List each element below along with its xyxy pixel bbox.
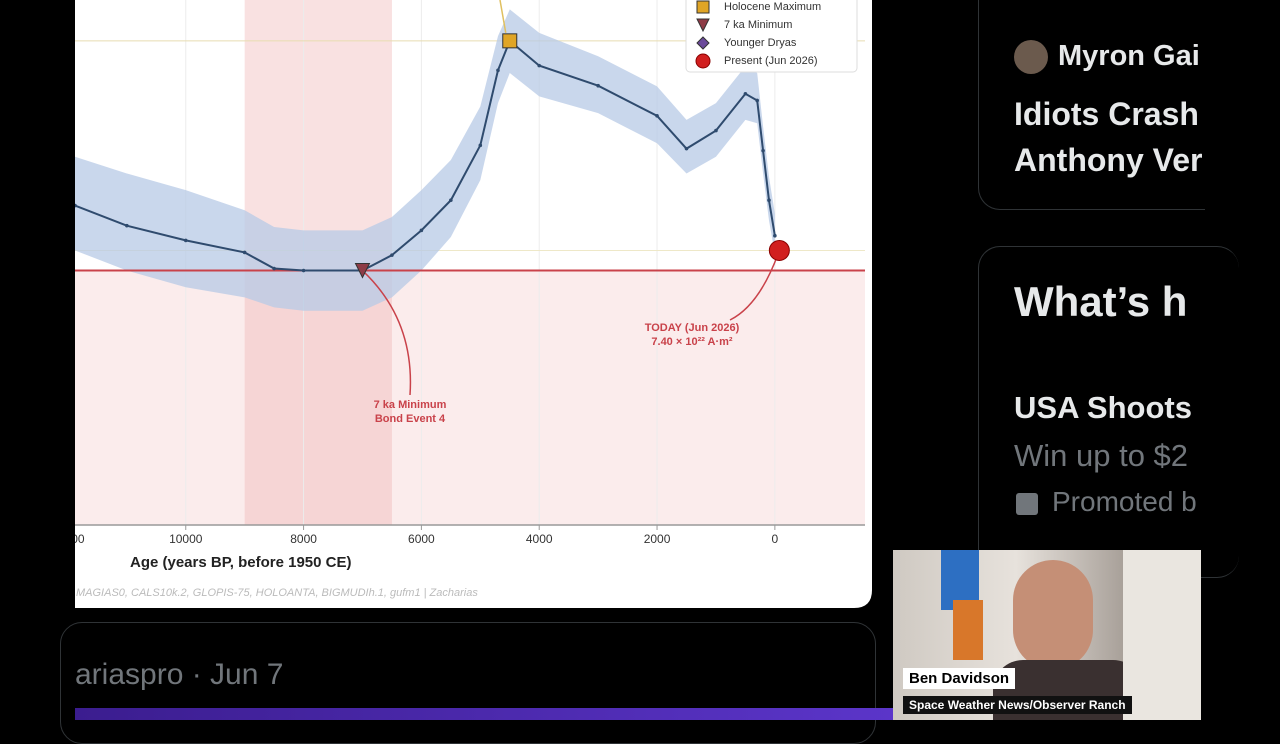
uncertainty-band [75,9,775,311]
x-tick-label: 8000 [290,532,317,546]
annotation: TODAY (Jun 2026) [645,322,740,334]
data-point [449,198,453,203]
x-tick-label: 4000 [526,532,553,546]
x-tick-label: 10000 [169,532,203,546]
name-tag: Ben Davidson [903,668,1016,689]
legend-marker [696,18,710,33]
promo: Promoted b [1052,486,1197,517]
data-point [761,148,765,153]
legend-box [685,0,858,73]
channel-tag: Space Weather News/Observer Ranch [903,696,1132,714]
legend-marker [696,0,710,14]
legend-marker [696,36,710,50]
poster [953,600,983,660]
trend-sub: Win up to $2 [1014,438,1189,473]
data-point [773,233,777,238]
source: MAGIAS0, CALS10k.2, GLOPIS-75, HOLOANTA,… [76,587,478,599]
progress-strip [75,708,893,720]
headline: Idiots Crash [1014,96,1199,132]
data-point [478,143,483,148]
section-title: What’s h [1014,278,1188,325]
data-point [537,63,542,68]
legend-label: Present (Jun 2026) [724,55,818,67]
avatar [1014,40,1048,74]
annotation: 7.40 × 10²² A·m² [651,336,733,348]
screen: 7 ka Minimum Bond Event 4 TODAY (Jun 2026)… [51,0,1280,744]
marker [768,239,790,261]
trend-headline[interactable]: USA Shoots [1014,390,1192,425]
chart: 7 ka Minimum Bond Event 4 TODAY (Jun 2026)… [51,0,872,608]
legend-marker [695,53,711,69]
data-point [272,266,276,271]
data-point [242,250,247,255]
data-point [301,268,306,273]
data-point [183,238,188,243]
annotation: 7 ka Minimum [374,399,447,411]
data-point [655,114,659,118]
data-point [125,223,129,228]
leader [361,269,412,396]
marker [502,33,518,49]
x-tick-label: 6000 [408,532,435,546]
x-tick-label: 0 [772,532,779,546]
x-tick-label: 12000 [51,532,85,546]
annotation: Bond Event 4 [375,413,446,425]
sidebar-content: Myron Gai Idiots Crash Anthony Ver What’… [978,0,1205,560]
post-handle: ariaspro · Jun 7 [75,658,284,691]
crop-mask [1205,0,1280,720]
author: Myron Gai [1058,40,1200,72]
legend-label: Holocene Maximum [724,1,821,13]
data-point [743,91,748,96]
data-point [596,83,600,88]
data-point [75,203,77,208]
legend-label: 7 ka Minimum [724,19,792,31]
data-point [419,228,424,233]
headline: Anthony Ver [1014,142,1203,178]
sidebar-card[interactable] [978,0,1239,210]
marker [354,263,371,279]
data-point [496,68,500,73]
x-tick-label: 2000 [644,532,671,546]
person [1013,560,1093,670]
leader [729,250,781,321]
wall [1123,550,1201,720]
data-point [767,198,771,203]
legend-label: Younger Dryas [724,37,797,49]
data-point [390,253,394,257]
data-point [684,146,689,151]
data-point [714,128,718,133]
data-point [755,98,759,103]
below-reference [75,270,865,525]
promo-icon [1016,493,1038,515]
x-axis-label: Age (years BP, before 1950 CE) [130,554,352,571]
webcam: Ben Davidson Space Weather News/Observer… [893,550,1201,720]
leader [499,0,507,33]
